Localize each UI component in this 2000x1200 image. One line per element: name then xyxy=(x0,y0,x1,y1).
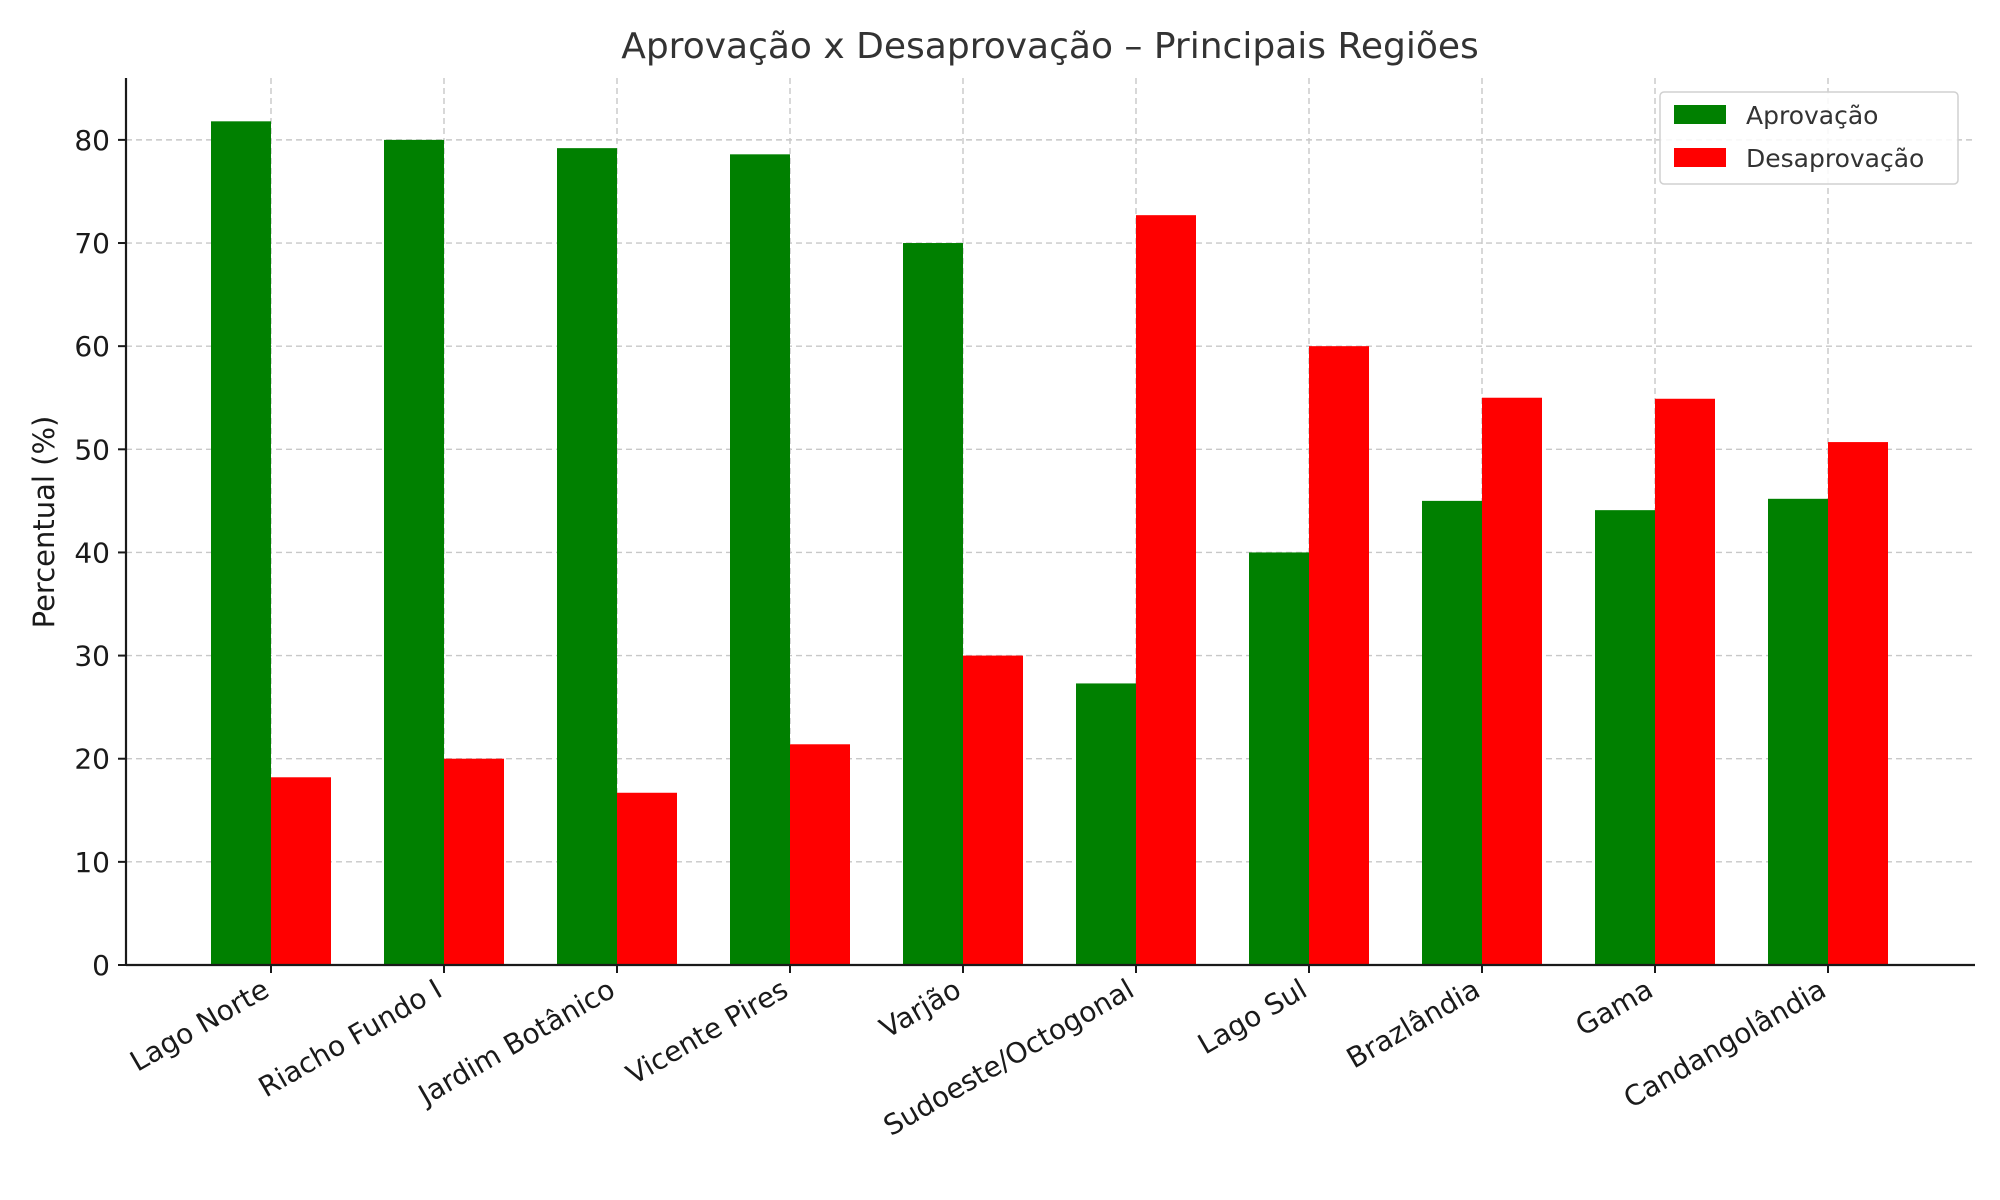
bar-aprovacao xyxy=(1076,683,1136,965)
y-axis-title: Percentual (%) xyxy=(27,416,61,629)
bar-desaprovacao xyxy=(271,777,331,965)
bar-aprovacao xyxy=(211,121,271,965)
bar-aprovacao xyxy=(1768,498,1828,965)
y-tick-label: 60 xyxy=(74,330,110,363)
x-tick-label: Vicente Pires xyxy=(621,972,794,1091)
bar-aprovacao xyxy=(1249,552,1309,965)
bar-desaprovacao xyxy=(617,792,677,965)
x-tick-label: Lago Norte xyxy=(124,972,274,1078)
y-tick-label: 40 xyxy=(74,536,110,569)
bars-layer xyxy=(211,121,1888,966)
legend-label-aprovacao: Aprovação xyxy=(1746,101,1878,130)
x-tick-label: Brazlândia xyxy=(1341,972,1486,1075)
y-tick-label: 30 xyxy=(74,640,110,673)
legend-swatch-desaprovacao xyxy=(1674,148,1726,167)
x-tick-label: Varjão xyxy=(874,972,966,1044)
chart-title: Aprovação x Desaprovação – Principais Re… xyxy=(621,26,1479,67)
bar-aprovacao xyxy=(1422,500,1482,965)
y-ticks: 0 10 20 30 40 50 60 70 80 xyxy=(74,124,126,982)
y-tick-label: 70 xyxy=(74,227,110,260)
y-tick-label: 0 xyxy=(92,949,110,982)
y-tick-label: 20 xyxy=(74,743,110,776)
bar-aprovacao xyxy=(384,139,444,965)
bar-aprovacao xyxy=(557,148,617,965)
axes-layer xyxy=(124,78,1975,967)
legend: Aprovação Desaprovação xyxy=(1659,91,1959,185)
x-tick-label: Lago Sul xyxy=(1192,972,1312,1061)
x-tick-label: Gama xyxy=(1570,972,1659,1042)
bar-desaprovacao xyxy=(1482,397,1542,965)
bar-desaprovacao xyxy=(1309,346,1369,965)
bar-desaprovacao xyxy=(1828,442,1888,966)
legend-label-desaprovacao: Desaprovação xyxy=(1746,144,1924,173)
y-tick-label: 80 xyxy=(74,124,110,157)
bar-desaprovacao xyxy=(790,744,850,965)
y-tick-label: 50 xyxy=(74,433,110,466)
bar-aprovacao xyxy=(1595,510,1655,965)
legend-swatch-aprovacao xyxy=(1674,105,1726,124)
y-tick-label: 10 xyxy=(74,846,110,879)
bar-desaprovacao xyxy=(1655,398,1715,966)
legend-frame xyxy=(1659,91,1959,185)
bar-aprovacao xyxy=(903,243,963,965)
bar-desaprovacao xyxy=(444,758,504,965)
bar-desaprovacao xyxy=(963,655,1023,965)
bar-desaprovacao xyxy=(1136,215,1196,965)
bar-aprovacao xyxy=(730,154,790,966)
